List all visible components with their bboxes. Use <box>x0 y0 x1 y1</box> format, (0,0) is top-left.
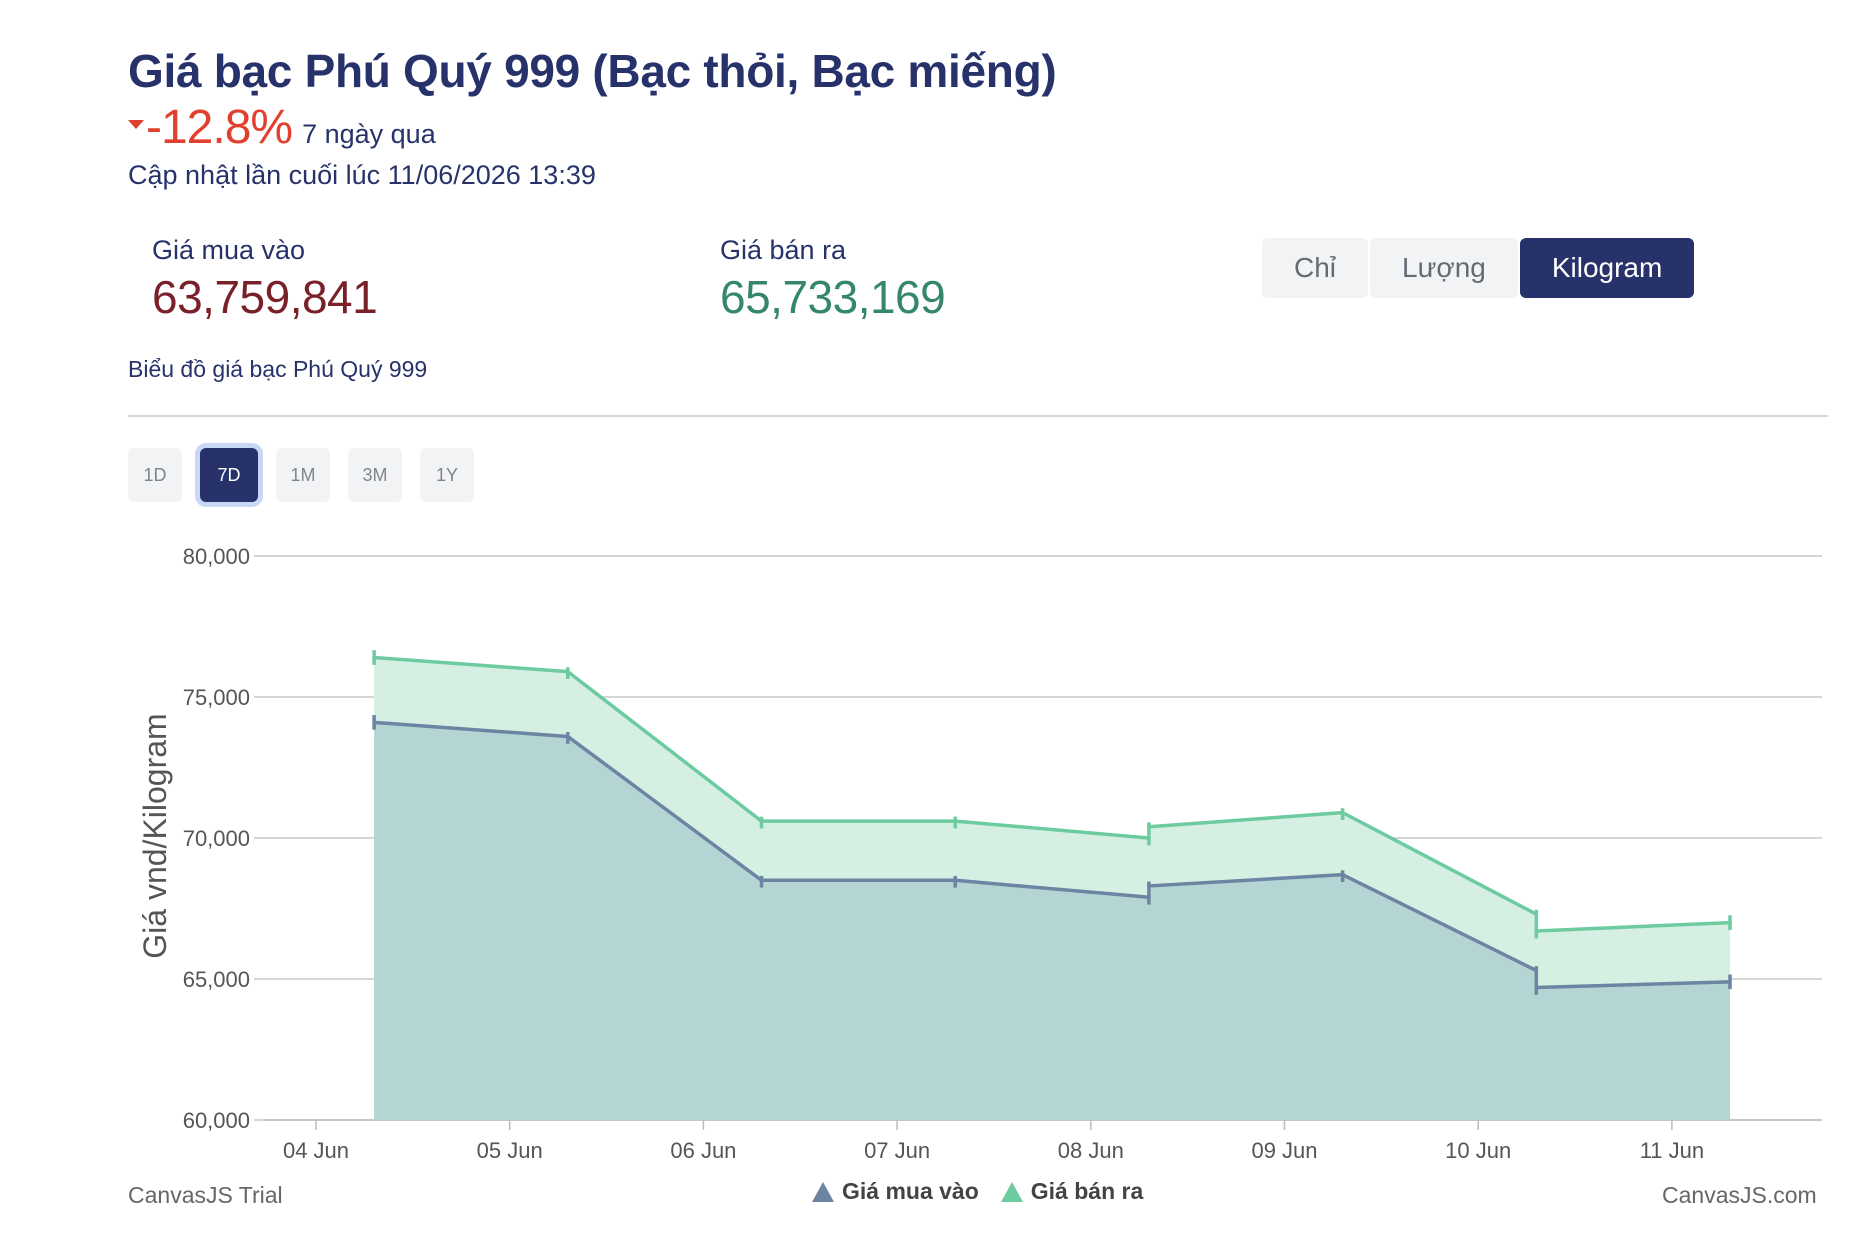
buy-segment <box>1340 872 1539 973</box>
sell-segment <box>953 819 1151 840</box>
canvasjs-trial-credit: CanvasJS Trial <box>128 1182 283 1208</box>
buy-price-label: Giá mua vào <box>152 235 306 265</box>
range-button-1m[interactable]: 1M <box>276 448 330 502</box>
chart-lines <box>372 650 1732 995</box>
x-tick-label: 10 Jun <box>1445 1138 1511 1163</box>
y-tick-label: 60,000 <box>183 1108 250 1133</box>
sell-price-label: Giá bán ra <box>720 235 847 265</box>
price-change: -12.8% 7 ngày qua <box>128 100 436 155</box>
buy-segment <box>1147 872 1345 888</box>
x-tick-label: 04 Jun <box>283 1138 349 1163</box>
buy-segment <box>566 734 764 883</box>
sell-segment <box>1340 810 1539 916</box>
change-period: 7 ngày qua <box>302 119 436 149</box>
x-tick-label: 05 Jun <box>477 1138 543 1163</box>
sell-segment <box>372 655 570 674</box>
buy-price-block: Giá mua vào 63,759,841 <box>152 235 378 324</box>
range-button-1y[interactable]: 1Y <box>420 448 474 502</box>
triangle-icon <box>812 1181 834 1202</box>
buy-price-value: 63,759,841 <box>152 271 378 323</box>
y-tick-label: 70,000 <box>183 826 250 851</box>
buy-segment <box>1534 980 1732 990</box>
x-tick-label: 11 Jun <box>1640 1138 1704 1163</box>
down-arrow-icon <box>128 120 144 129</box>
canvasjs-link[interactable]: CanvasJS.com <box>1662 1182 1817 1208</box>
sell-segment <box>1534 920 1732 933</box>
unit-button-chi[interactable]: Chỉ <box>1262 238 1369 298</box>
x-tick-label: 06 Jun <box>670 1138 736 1163</box>
buy-segment <box>372 720 570 739</box>
buy-segment <box>953 878 1151 899</box>
sell-segment <box>1147 810 1345 829</box>
unit-button-luong[interactable]: Lượng <box>1370 238 1518 298</box>
legend-item-sell[interactable]: Giá bán ra <box>1000 1178 1144 1205</box>
chart-subtitle: Biểu đồ giá bạc Phú Quý 999 <box>128 356 428 382</box>
y-axis-title: Giá vnd/Kilogram <box>137 713 173 958</box>
y-tick-label: 65,000 <box>183 967 250 992</box>
y-tick-label: 80,000 <box>183 544 250 569</box>
range-selector: 1D 7D 1M 3M 1Y <box>128 448 492 502</box>
sell-price-block: Giá bán ra 65,733,169 <box>720 235 946 324</box>
legend-label-buy: Giá mua vào <box>842 1178 979 1204</box>
x-tick-label: 07 Jun <box>864 1138 930 1163</box>
triangle-icon <box>1000 1181 1023 1202</box>
range-button-1d[interactable]: 1D <box>128 448 182 502</box>
unit-selector: Chỉ Lượng Kilogram <box>1262 238 1696 298</box>
range-button-7d[interactable]: 7D <box>200 448 258 502</box>
change-percent: -12.8% <box>146 101 293 154</box>
x-tick-label: 09 Jun <box>1251 1138 1317 1163</box>
chart-legend: Giá mua vào Giá bán ra <box>812 1178 1165 1205</box>
last-updated: Cập nhật lần cuối lúc 11/06/2026 13:39 <box>128 160 596 190</box>
sell-segment <box>566 669 764 823</box>
y-tick-label: 75,000 <box>183 685 250 710</box>
x-tick-label: 08 Jun <box>1058 1138 1124 1163</box>
sell-price-value: 65,733,169 <box>720 271 946 323</box>
chart-ticks: 60,000 65,000 70,000 75,000 80,000 04 Jun 05 J… <box>183 544 1704 1163</box>
buy-area <box>374 722 1731 1120</box>
legend-label-sell: Giá bán ra <box>1030 1178 1144 1204</box>
divider <box>128 415 1828 417</box>
unit-button-kilogram[interactable]: Kilogram <box>1519 238 1695 298</box>
legend-item-buy[interactable]: Giá mua vào <box>812 1178 979 1205</box>
range-button-3m[interactable]: 3M <box>348 448 402 502</box>
page-title: Giá bạc Phú Quý 999 (Bạc thỏi, Bạc miếng… <box>128 45 1057 97</box>
